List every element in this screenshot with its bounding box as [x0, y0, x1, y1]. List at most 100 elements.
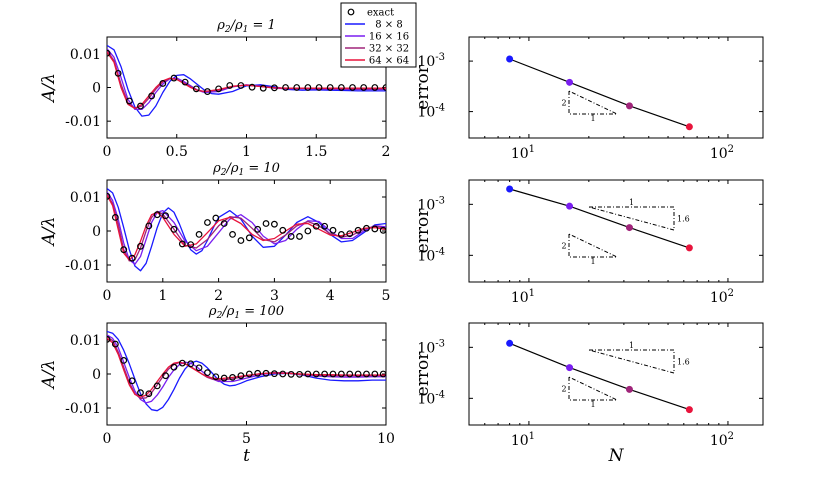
- slope-label-vertical: 2: [561, 242, 566, 251]
- exact-marker: [159, 80, 167, 87]
- exact-marker: [349, 84, 356, 91]
- plot-area: [107, 44, 386, 117]
- y-axis-label: A/λ: [39, 360, 59, 391]
- exact-marker: [170, 363, 178, 371]
- error-point: [566, 202, 574, 210]
- exact-marker: [111, 340, 119, 348]
- legend-label: 16 × 16: [369, 32, 409, 43]
- exact-marker: [128, 377, 136, 385]
- exact-marker: [192, 85, 200, 93]
- y-tick-label: 0: [92, 81, 101, 97]
- x-tick-label: 5: [382, 288, 391, 304]
- slope-triangle: [568, 376, 618, 401]
- x-tick-label: 0: [103, 288, 112, 304]
- y-tick-label: 10-4: [417, 103, 445, 121]
- x-tick-label: 101: [511, 431, 535, 449]
- exact-marker: [187, 360, 195, 368]
- plot-area: [107, 330, 386, 412]
- exact-marker: [170, 74, 178, 82]
- exact-marker: [212, 373, 220, 381]
- x-tick-label: 0: [103, 144, 112, 160]
- y-axis-label: A/λ: [39, 217, 59, 248]
- exact-marker: [204, 369, 211, 377]
- error-point: [566, 78, 574, 86]
- x-tick-label: 2: [214, 288, 223, 304]
- exact-marker: [354, 370, 362, 378]
- x-tick-label: 101: [511, 288, 535, 306]
- exact-marker: [170, 225, 178, 233]
- exact-marker: [137, 102, 144, 110]
- exact-marker: [346, 230, 354, 238]
- panel-title: ρ2/ρ1 = 1: [216, 18, 276, 35]
- exact-marker: [111, 213, 119, 221]
- error-point: [625, 102, 633, 110]
- exact-marker: [220, 374, 228, 382]
- x-tick-label: 101: [511, 144, 535, 162]
- exact-marker: [178, 359, 186, 367]
- slope-label-horizontal: 1: [590, 114, 595, 123]
- error-point: [506, 339, 514, 347]
- legend-marker-exact: [347, 8, 355, 16]
- plot-area: [506, 55, 693, 131]
- series-line: [107, 336, 386, 400]
- x-axis-label: t: [243, 446, 250, 466]
- exact-marker: [371, 370, 379, 378]
- slope-triangle: [588, 206, 675, 231]
- x-tick-label: 0.5: [166, 144, 188, 160]
- error-point: [625, 385, 633, 393]
- x-tick-label: 102: [710, 431, 734, 449]
- exact-marker: [229, 230, 236, 238]
- exact-marker: [329, 370, 337, 378]
- y-axis-label: error: [413, 64, 433, 110]
- exact-marker: [245, 370, 253, 378]
- exact-marker: [382, 84, 386, 91]
- plot-area: [506, 185, 693, 252]
- exact-marker: [254, 369, 262, 377]
- exact-marker: [312, 370, 320, 378]
- error-line: [509, 58, 690, 128]
- error-point: [506, 185, 514, 193]
- exact-marker: [195, 230, 203, 238]
- exact-marker: [296, 370, 303, 378]
- y-axis-label: error: [413, 208, 433, 254]
- error-line: [509, 342, 690, 411]
- y-tick-label: 0: [92, 224, 101, 240]
- x-tick-label: 5: [242, 431, 251, 447]
- exact-marker: [229, 374, 236, 381]
- error-point: [625, 224, 633, 232]
- x-tick-label: 2: [382, 144, 391, 160]
- axes-frame: [468, 36, 764, 139]
- exact-marker: [137, 389, 144, 397]
- slope-label-horizontal: 1: [590, 400, 595, 409]
- legend-label: 8 × 8: [375, 20, 402, 31]
- exact-marker: [254, 225, 262, 233]
- exact-marker: [271, 84, 278, 92]
- legend-label: 64 × 64: [369, 56, 409, 67]
- slope-triangle: [568, 233, 618, 258]
- slope-label-horizontal: 1: [590, 257, 595, 266]
- exact-marker: [226, 82, 234, 89]
- x-tick-label: 10: [377, 431, 395, 447]
- exact-marker: [120, 246, 128, 254]
- exact-marker: [346, 370, 354, 378]
- series-line: [107, 337, 386, 398]
- legend-label: 32 × 32: [369, 44, 409, 55]
- exact-marker: [178, 240, 186, 248]
- exact-marker: [145, 222, 153, 230]
- exact-marker: [360, 84, 368, 91]
- series-line: [107, 330, 386, 412]
- exact-marker: [304, 227, 312, 235]
- x-axis-label: N: [608, 446, 625, 466]
- exact-marker: [337, 370, 345, 378]
- exact-marker: [321, 370, 329, 378]
- exact-marker: [153, 382, 161, 390]
- exact-marker: [304, 370, 312, 378]
- error-point: [685, 123, 693, 131]
- x-tick-label: 102: [710, 144, 734, 162]
- exact-marker: [279, 370, 287, 378]
